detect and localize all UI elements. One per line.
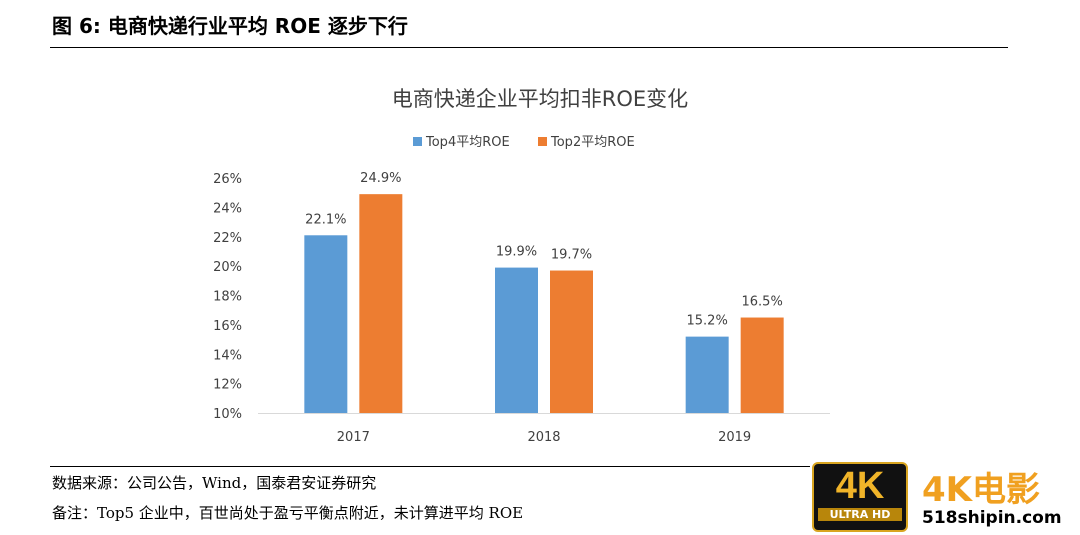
y-tick-label: 24% <box>213 201 242 216</box>
y-tick-label: 18% <box>213 290 242 305</box>
figure-title: 图 6: 电商快递行业平均 ROE 逐步下行 <box>52 14 408 38</box>
legend-swatch <box>538 137 547 146</box>
legend-label: Top4平均ROE <box>425 135 510 150</box>
bar-chart: 电商快递企业平均扣非ROE变化 Top4平均ROE Top2平均ROE 10% 12% 1… <box>213 87 830 445</box>
watermark-url: 518shipin.com <box>922 508 1062 528</box>
bar-2019-1 <box>685 336 729 413</box>
data-label: 19.7% <box>551 248 592 263</box>
chart-title: 电商快递企业平均扣非ROE变化 <box>392 87 688 111</box>
y-tick-label: 22% <box>213 231 242 246</box>
footer-rule <box>50 466 810 467</box>
y-tick-label: 26% <box>213 172 242 187</box>
bar-2017-1 <box>304 235 348 413</box>
badge-sub: ULTRA HD <box>818 508 902 521</box>
bar-2018-2 <box>550 270 593 413</box>
4k-badge: 4K ULTRA HD <box>812 462 908 532</box>
bar-2019-2 <box>740 317 784 413</box>
y-tick-label: 14% <box>213 348 242 363</box>
bar-2018-1 <box>495 267 538 413</box>
data-label: 24.9% <box>360 171 401 186</box>
legend-swatch <box>413 137 422 146</box>
badge-text: 4K <box>835 465 885 507</box>
x-tick-label: 2019 <box>718 430 751 445</box>
source-text: 数据来源：公司公告，Wind，国泰君安证券研究 <box>52 474 377 492</box>
title-rule <box>50 47 1008 48</box>
y-tick-label: 20% <box>213 260 242 275</box>
watermark-logo: 4K ULTRA HD 4K电影 518shipin.com <box>812 462 1080 535</box>
watermark-name: 4K电影 <box>922 470 1041 510</box>
data-label: 19.9% <box>496 245 537 260</box>
data-label: 15.2% <box>687 314 728 329</box>
legend-label: Top2平均ROE <box>550 135 635 150</box>
note-text: 备注：Top5 企业中，百世尚处于盈亏平衡点附近，未计算进平均 ROE <box>52 504 524 522</box>
data-label: 22.1% <box>305 212 346 227</box>
y-tick-label: 10% <box>213 407 242 422</box>
y-tick-label: 12% <box>213 378 242 393</box>
x-tick-label: 2018 <box>527 430 560 445</box>
y-tick-label: 16% <box>213 319 242 334</box>
data-label: 16.5% <box>742 295 783 310</box>
x-tick-label: 2017 <box>337 430 370 445</box>
bar-2017-2 <box>359 194 403 413</box>
